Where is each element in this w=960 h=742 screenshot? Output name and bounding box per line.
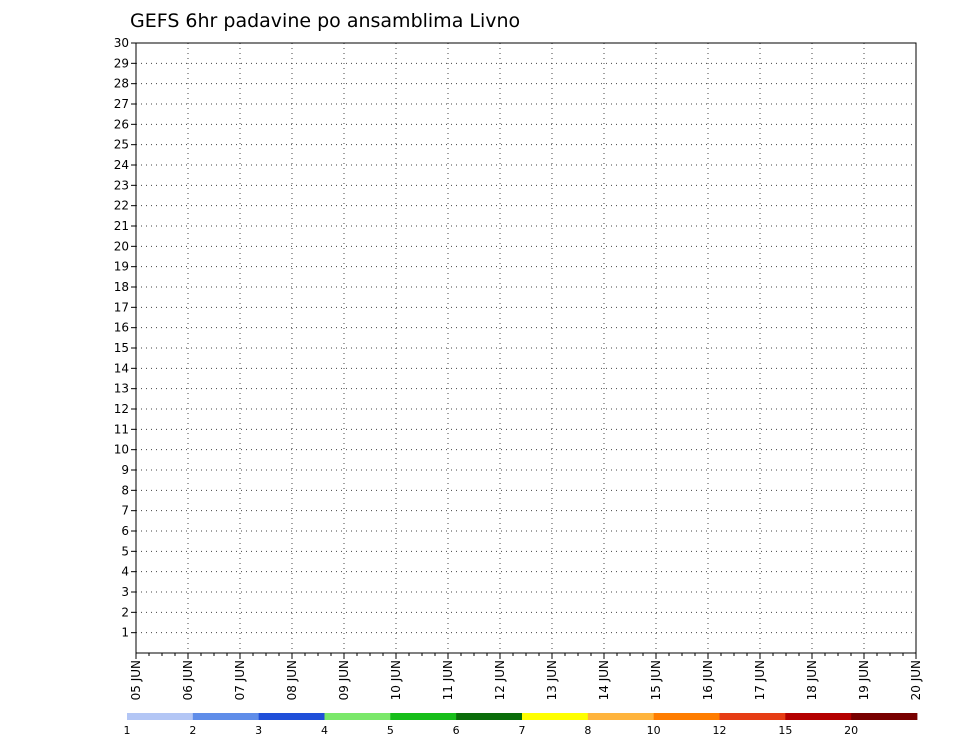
legend-label: 4 [321,724,328,737]
y-tick-label: 20 [114,239,129,253]
x-tick-label: 10 JUN [389,660,403,700]
x-tick-label: 14 JUN [597,660,611,700]
grid-dots [136,43,916,653]
legend-label: 15 [778,724,792,737]
x-tick-label: 12 JUN [493,660,507,700]
legend-label: 1 [124,724,131,737]
y-tick-label: 22 [114,199,129,213]
legend-label: 3 [255,724,262,737]
color-legend: 1 2 3 4 5 6 7 8 10 12 15 20 [124,713,918,737]
y-tick-label: 13 [114,382,129,396]
x-tick-label: 19 JUN [857,660,871,700]
x-tick-label: 11 JUN [441,660,455,700]
y-tick-label: 4 [121,565,129,579]
y-tick-label: 26 [114,117,129,131]
legend-label: 12 [713,724,727,737]
y-tick-label: 23 [114,178,129,192]
y-tick-label: 9 [121,463,129,477]
x-tick-label: 15 JUN [649,660,663,700]
y-tick-label: 21 [114,219,129,233]
y-tick-label: 14 [114,361,129,375]
y-tick-label: 24 [114,158,129,172]
x-tick-label: 05 JUN [129,660,143,700]
x-tick-label: 07 JUN [233,660,247,700]
x-axis: 05 JUN 06 JUN 07 JUN 08 JUN 09 JUN 10 JUN 11 J… [129,653,923,700]
y-tick-label: 15 [114,341,129,355]
legend-swatch [719,713,786,720]
y-tick-label: 3 [121,585,129,599]
x-tick-label: 13 JUN [545,660,559,700]
y-tick-label: 6 [121,524,129,538]
legend-swatch [390,713,457,720]
y-tick-label: 16 [114,321,129,335]
y-tick-label: 27 [114,97,129,111]
legend-label: 10 [647,724,661,737]
legend-swatch [324,713,391,720]
y-tick-label: 17 [114,300,129,314]
legend-swatch [456,713,523,720]
legend-swatch [127,713,194,720]
legend-swatch [522,713,589,720]
legend-swatch [587,713,655,720]
x-tick-label: 20 JUN [909,660,923,700]
x-tick-label: 06 JUN [181,660,195,700]
y-tick-label: 18 [114,280,129,294]
legend-label: 7 [519,724,526,737]
legend-swatch [192,713,260,720]
x-tick-label: 09 JUN [337,660,351,700]
legend-swatch [653,713,720,720]
y-tick-label: 19 [114,260,129,274]
y-tick-label: 7 [121,504,129,518]
x-tick-label: 18 JUN [805,660,819,700]
y-tick-label: 10 [114,443,129,457]
x-tick-label: 17 JUN [753,660,767,700]
x-tick-label: 08 JUN [285,660,299,700]
y-tick-label: 12 [114,402,129,416]
y-tick-label: 30 [114,36,129,50]
y-axis: 1234567891011121314151617181920212223242… [114,36,136,640]
chart-title: GEFS 6hr padavine po ansamblima Livno [130,10,520,32]
legend-swatch [785,713,852,720]
y-tick-label: 29 [114,56,129,70]
legend-label: 8 [584,724,591,737]
legend-label: 20 [844,724,858,737]
y-tick-label: 5 [121,544,129,558]
legend-label: 5 [387,724,394,737]
legend-swatch [851,713,918,720]
y-tick-label: 8 [121,483,129,497]
grid-horizontal [136,62,916,634]
y-tick-label: 1 [121,626,129,640]
y-tick-label: 25 [114,138,129,152]
y-tick-label: 2 [121,605,129,619]
y-tick-label: 11 [114,422,129,436]
legend-swatch [258,713,325,720]
legend-label: 2 [189,724,196,737]
legend-label: 6 [453,724,460,737]
y-tick-label: 28 [114,77,129,91]
x-tick-label: 16 JUN [701,660,715,700]
